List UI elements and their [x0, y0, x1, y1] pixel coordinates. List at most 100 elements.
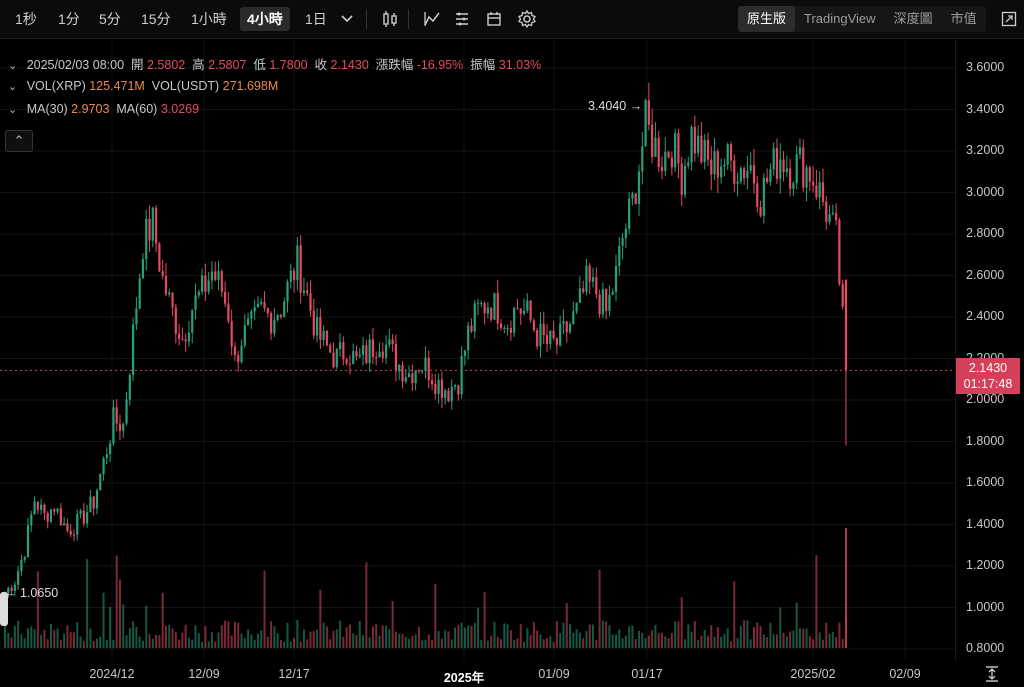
price-axis[interactable]: 3.6000 3.4000 3.2000 3.0000 2.8000 2.6000 2.40… [955, 40, 1024, 660]
volume-bar [496, 637, 499, 648]
chevron-down-icon[interactable]: ⌄ [8, 81, 18, 93]
volume-bar [506, 624, 509, 648]
volume-bar [302, 629, 305, 648]
candle-body [706, 139, 710, 160]
volume-bar [434, 583, 437, 648]
candle-body [467, 325, 470, 351]
volume-bar [385, 625, 388, 648]
candle-body [306, 290, 309, 294]
timeframe-4h[interactable]: 4小時 [240, 7, 290, 31]
volume-bar [122, 604, 125, 648]
price-tick: 0.8000 [966, 641, 1005, 655]
timeframe-1m[interactable]: 1分 [58, 11, 80, 27]
volume-bar [17, 620, 20, 648]
volume-bar [214, 641, 217, 648]
tab-market-cap[interactable]: 市值 [950, 11, 977, 26]
chevron-down-icon[interactable]: ⌄ [8, 104, 18, 116]
candle-body [789, 168, 792, 189]
timeframe-1d[interactable]: 1日 [305, 11, 327, 27]
candlestick-chart[interactable] [0, 40, 955, 660]
candle-body [815, 185, 818, 198]
indicators-icon[interactable] [420, 7, 444, 31]
volume-bar [4, 621, 6, 648]
candle-body [825, 201, 828, 222]
volume-bar [237, 622, 240, 648]
volume-bar [319, 589, 322, 648]
candle-body [805, 167, 808, 188]
candle-body [844, 279, 848, 371]
reset-scale-icon[interactable] [982, 664, 1002, 684]
candle-body [545, 335, 549, 345]
volume-bar [598, 569, 601, 648]
candle-body [266, 307, 269, 314]
volume-bar [460, 622, 463, 648]
candle-body [384, 344, 388, 358]
candle-body [532, 320, 535, 331]
candle-body [779, 159, 782, 179]
chevron-down-icon[interactable]: ⌄ [8, 60, 18, 72]
volume-bar [10, 637, 13, 648]
candle-body [693, 126, 696, 154]
candle-body [378, 351, 381, 358]
volume-bar [316, 629, 319, 648]
volume-bar [424, 639, 427, 648]
volume-bar [155, 634, 158, 648]
volume-bar [240, 633, 243, 648]
volume-bar [72, 632, 75, 648]
volume-bar [355, 635, 358, 648]
chevron-down-icon[interactable] [335, 7, 359, 31]
settings-list-icon[interactable] [450, 7, 474, 31]
volume-bar [339, 620, 342, 648]
candle-body [493, 293, 496, 320]
time-axis[interactable]: 2024/12 12/09 12/17 2025年 01/09 01/17 2025/02 0… [0, 660, 955, 687]
volume-bar [427, 634, 430, 648]
volume-bar [118, 579, 121, 648]
tab-native[interactable]: 原生版 [738, 6, 796, 32]
change-label: 漲跌幅 [375, 58, 414, 72]
calendar-icon[interactable] [482, 7, 506, 31]
volume-bar [112, 640, 115, 648]
candle-countdown: 01:17:48 [963, 377, 1013, 391]
timeframe-15m[interactable]: 15分 [141, 11, 171, 27]
volume-bar [135, 627, 138, 648]
timeframe-5m[interactable]: 5分 [99, 11, 121, 27]
volume-bar [286, 622, 289, 648]
candle-date: 2025/02/03 08:00 [26, 58, 125, 72]
volume-bar [145, 605, 148, 648]
timeframe-1h[interactable]: 1小時 [191, 11, 227, 27]
candle-body [821, 182, 825, 202]
volume-bar [802, 628, 805, 648]
scroll-handle[interactable] [0, 592, 8, 626]
volume-bar [582, 638, 585, 648]
volume-bar [572, 632, 575, 648]
volume-legend: ⌄ VOL(XRP) 125.471M VOL(USDT) 271.698M [8, 79, 278, 93]
volume-bar [345, 627, 348, 648]
candle-body [283, 301, 286, 317]
price-tick: 1.8000 [966, 433, 1005, 448]
candle-body [79, 510, 82, 514]
candle-body [621, 238, 624, 246]
candle-body [89, 496, 92, 513]
candle-body [490, 307, 493, 320]
candle-body [766, 177, 769, 182]
volume-bar [224, 620, 227, 648]
collapse-legend-button[interactable]: ⌃ [5, 130, 33, 152]
volume-bar [821, 639, 824, 648]
candle-body [716, 151, 719, 178]
gear-icon[interactable] [515, 7, 539, 31]
candle-body [86, 512, 89, 524]
candle-body [135, 308, 138, 325]
tab-depth[interactable]: 深度圖 [893, 11, 933, 26]
candlestick-type-icon[interactable] [378, 7, 402, 31]
candle-body [559, 323, 562, 346]
high-label: 高 [192, 58, 205, 72]
volume-bar [808, 636, 811, 648]
candle-body [355, 351, 358, 357]
fullscreen-icon[interactable] [997, 7, 1021, 31]
volume-bar [752, 627, 755, 648]
candle-body [522, 310, 526, 314]
tab-tradingview[interactable]: TradingView [804, 11, 876, 26]
candle-body [667, 151, 670, 158]
timeframe-1s[interactable]: 1秒 [15, 11, 37, 27]
candle-body [59, 508, 62, 526]
